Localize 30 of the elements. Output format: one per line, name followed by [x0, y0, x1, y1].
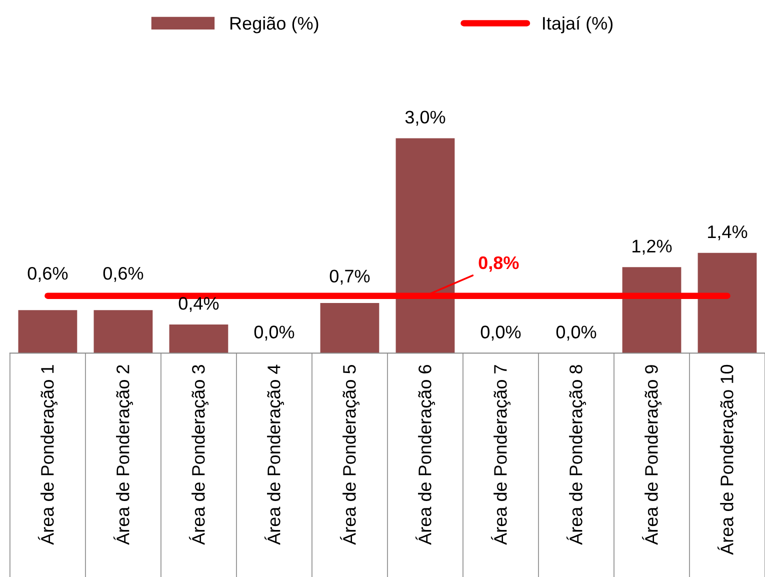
data-label: 0,6% — [103, 266, 144, 282]
x-tick-label: Área de Ponderação 1 — [38, 365, 58, 545]
data-label: 1,4% — [708, 225, 748, 240]
data-label: 1,2% — [632, 240, 672, 255]
x-tick-label: Área de Ponderação 10 — [718, 364, 737, 555]
data-label: 0,0% — [480, 326, 521, 341]
x-tick-label: Área de Ponderação 7 — [490, 365, 510, 545]
x-tick-label: Área de Ponderação 6 — [415, 365, 435, 545]
x-tick-label: Área de Ponderação 9 — [642, 365, 662, 545]
bar — [396, 138, 455, 354]
data-label: 0,6% — [28, 266, 68, 282]
data-label: 3,0% — [405, 110, 446, 126]
data-label: 0,0% — [556, 326, 596, 341]
bar — [169, 324, 228, 354]
legend-label: Itajaí (%) — [543, 16, 613, 34]
x-tick-label: Área de Ponderação 4 — [264, 364, 284, 545]
bar — [622, 267, 682, 354]
data-label: 0,7% — [330, 270, 370, 285]
bar — [94, 310, 153, 354]
x-tick-label: Área de Ponderação 5 — [340, 364, 360, 545]
data-label: 0,4% — [178, 297, 219, 312]
legend-label: Região (%) — [230, 16, 318, 34]
bar — [18, 310, 78, 354]
x-tick-label: Área de Ponderação 2 — [113, 365, 133, 545]
annotation: 0,8% — [478, 256, 519, 272]
data-label: 0,0% — [254, 326, 294, 341]
x-tick-label: Área de Ponderação 3 — [188, 365, 208, 545]
bar — [320, 302, 380, 354]
x-tick-label: Área de Ponderação 8 — [566, 365, 586, 545]
bar — [698, 252, 757, 354]
